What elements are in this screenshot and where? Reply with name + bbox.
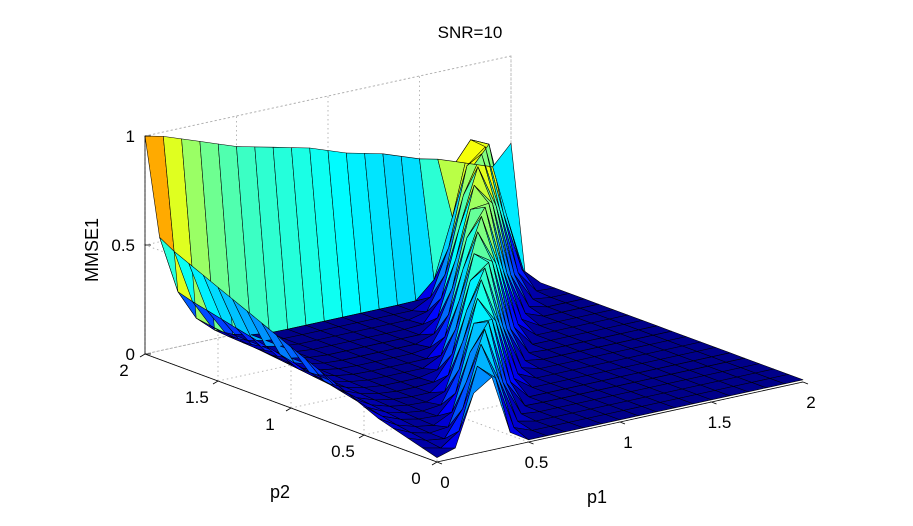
chart-title: SNR=10: [438, 23, 503, 42]
y-tick-label: 1: [265, 415, 274, 434]
surface-patch: [422, 447, 456, 458]
y-tick-mark: [212, 380, 219, 385]
z-tick-label: 0: [126, 345, 135, 364]
z-tick-label: 0.5: [111, 236, 135, 255]
y-tick-mark: [285, 407, 292, 412]
y-tick-mark: [358, 434, 365, 439]
x-tick-label: 1.5: [708, 413, 732, 432]
x-axis-label: p1: [587, 487, 607, 507]
x-tick-mark: [528, 441, 534, 445]
x-tick-mark: [711, 401, 717, 405]
y-tick-label: 0: [411, 469, 420, 488]
y-axis-label: p2: [270, 482, 290, 502]
x-tick-mark: [619, 421, 626, 425]
axes-front-lines: [139, 135, 809, 466]
y-tick-label: 1.5: [185, 388, 209, 407]
y-tick-label: 0.5: [331, 442, 355, 461]
x-tick-label: 0.5: [525, 453, 549, 472]
x-tick-mark: [802, 381, 809, 385]
x-tick-mark: [436, 461, 443, 465]
z-axis-label: MMSE1: [82, 218, 102, 282]
x-tick-label: 2: [806, 393, 815, 412]
y-tick-mark: [139, 353, 146, 358]
y-tick-label: 2: [119, 361, 128, 380]
y-tick-mark: [431, 461, 438, 466]
x-tick-label: 1: [623, 433, 632, 452]
surface-patch: [769, 374, 804, 385]
z-tick-label: 1: [126, 127, 135, 146]
x-tick-label: 0: [440, 473, 449, 492]
surface-mesh: [144, 135, 804, 458]
